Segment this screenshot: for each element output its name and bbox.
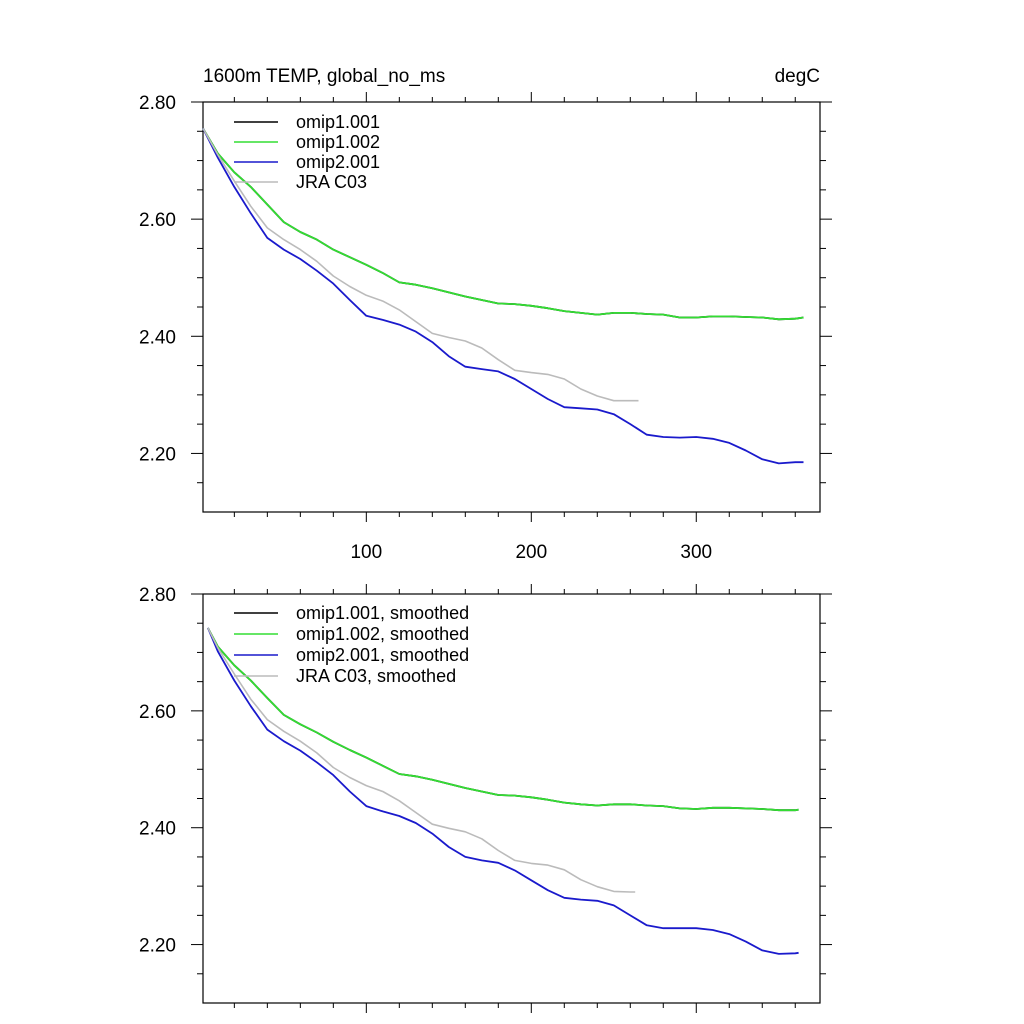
legend-label: omip2.001 xyxy=(296,152,380,172)
x-tick-label: 300 xyxy=(680,542,712,563)
left-title: 1600m TEMP, global_no_ms xyxy=(203,66,445,87)
legend-label: JRA C03, smoothed xyxy=(296,666,456,686)
y-tick-label: 2.40 xyxy=(139,819,176,840)
right-title: degC xyxy=(775,66,820,87)
legend-label: omip2.001, smoothed xyxy=(296,645,469,665)
series-line-4 xyxy=(202,128,639,402)
x-tick-label: 200 xyxy=(515,542,547,563)
y-tick-label: 2.60 xyxy=(139,702,176,723)
x-tick-label: 100 xyxy=(350,542,382,563)
y-tick-label: 2.20 xyxy=(139,444,176,465)
series-line-2 xyxy=(202,127,804,321)
legend-label: omip1.002 xyxy=(296,132,380,152)
y-tick-label: 2.20 xyxy=(139,936,176,957)
legend-label: omip1.002, smoothed xyxy=(296,624,469,644)
series-line-2 xyxy=(207,627,799,812)
series-line-4 xyxy=(207,627,636,893)
series-line-1 xyxy=(202,127,804,321)
y-tick-label: 2.80 xyxy=(139,93,176,114)
legend-label: omip1.001 xyxy=(296,112,380,132)
y-tick-label: 2.80 xyxy=(139,585,176,606)
top-panel: 100 200 300 2.20 2.40 2.60 2.80 omip1.001omip1.… xyxy=(139,92,832,563)
y-tick-label: 2.60 xyxy=(139,210,176,231)
series-line-3 xyxy=(202,127,804,465)
legend-label: JRA C03 xyxy=(296,172,367,192)
bottom-panel: 2.20 2.40 2.60 2.80 omip1.001, smoothedomip1… xyxy=(139,584,832,1013)
legend-label: omip1.001, smoothed xyxy=(296,603,469,623)
y-tick-label: 2.40 xyxy=(139,327,176,348)
series-line-3 xyxy=(207,627,799,955)
